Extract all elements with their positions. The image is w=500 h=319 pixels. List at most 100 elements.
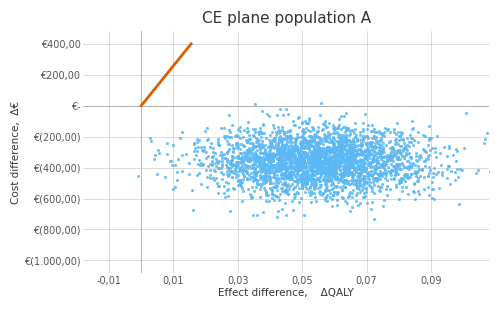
- Point: [256, 128, 264, 133]
- Point: [314, 128, 322, 133]
- Point: [224, 149, 232, 154]
- Point: [289, 148, 297, 153]
- Point: [333, 160, 341, 165]
- Point: [203, 138, 211, 143]
- Point: [281, 188, 289, 193]
- Point: [337, 152, 345, 157]
- Point: [328, 153, 336, 159]
- Point: [260, 181, 268, 186]
- Point: [254, 160, 262, 165]
- Point: [336, 161, 344, 166]
- Point: [276, 144, 284, 149]
- Point: [311, 151, 319, 156]
- Point: [164, 151, 172, 156]
- Point: [380, 162, 388, 167]
- Point: [308, 168, 316, 173]
- Point: [321, 162, 329, 167]
- Point: [283, 150, 291, 155]
- Point: [315, 162, 323, 167]
- Point: [222, 136, 230, 141]
- Point: [252, 172, 260, 177]
- Point: [316, 156, 324, 161]
- Point: [220, 183, 228, 189]
- Point: [326, 159, 334, 164]
- Point: [374, 144, 382, 149]
- Point: [285, 135, 293, 140]
- Point: [386, 156, 394, 161]
- Point: [373, 161, 381, 166]
- Point: [174, 157, 182, 162]
- Point: [314, 177, 322, 182]
- Point: [214, 158, 222, 163]
- Point: [400, 164, 408, 169]
- Point: [407, 163, 415, 168]
- Point: [226, 141, 234, 146]
- Point: [306, 177, 314, 182]
- Point: [188, 187, 196, 192]
- Point: [252, 184, 260, 189]
- Point: [342, 134, 350, 139]
- Point: [219, 172, 227, 177]
- Point: [369, 155, 377, 160]
- Point: [302, 119, 310, 124]
- Point: [302, 164, 310, 169]
- Point: [358, 157, 366, 162]
- Point: [390, 150, 398, 155]
- Point: [260, 150, 268, 155]
- Point: [322, 166, 330, 171]
- Point: [249, 144, 257, 149]
- Point: [332, 144, 340, 149]
- Point: [274, 146, 281, 151]
- Point: [279, 161, 287, 166]
- Point: [240, 157, 248, 162]
- Point: [396, 180, 404, 185]
- Point: [448, 168, 456, 173]
- Point: [270, 164, 278, 169]
- Point: [270, 137, 278, 142]
- Point: [326, 163, 334, 168]
- Point: [247, 165, 255, 170]
- Point: [262, 168, 270, 173]
- Point: [254, 140, 262, 145]
- Point: [363, 148, 371, 153]
- Point: [312, 167, 320, 172]
- Point: [268, 159, 276, 164]
- Point: [408, 136, 416, 141]
- Point: [298, 184, 306, 189]
- Point: [271, 184, 279, 189]
- Point: [312, 180, 320, 185]
- Point: [360, 160, 368, 165]
- Point: [233, 141, 241, 146]
- Point: [358, 137, 366, 142]
- Point: [323, 139, 331, 144]
- Point: [314, 153, 322, 158]
- Point: [335, 152, 343, 157]
- Point: [281, 173, 289, 178]
- Point: [300, 153, 308, 158]
- Point: [255, 137, 263, 143]
- Point: [316, 161, 324, 166]
- Point: [223, 157, 231, 162]
- Point: [310, 132, 318, 137]
- Point: [381, 159, 389, 164]
- Point: [386, 130, 394, 135]
- Point: [316, 155, 324, 160]
- Point: [351, 135, 359, 140]
- Point: [300, 181, 308, 186]
- Point: [376, 137, 384, 143]
- Point: [412, 150, 420, 155]
- Point: [229, 149, 237, 154]
- Point: [306, 167, 314, 172]
- Point: [319, 149, 327, 154]
- Point: [334, 189, 342, 195]
- Point: [326, 149, 334, 154]
- Point: [305, 116, 313, 121]
- Point: [328, 197, 336, 202]
- Point: [358, 136, 366, 141]
- Point: [431, 146, 439, 151]
- Point: [312, 164, 320, 169]
- Point: [298, 152, 306, 157]
- Point: [318, 138, 326, 143]
- Point: [362, 166, 370, 171]
- Point: [262, 135, 270, 140]
